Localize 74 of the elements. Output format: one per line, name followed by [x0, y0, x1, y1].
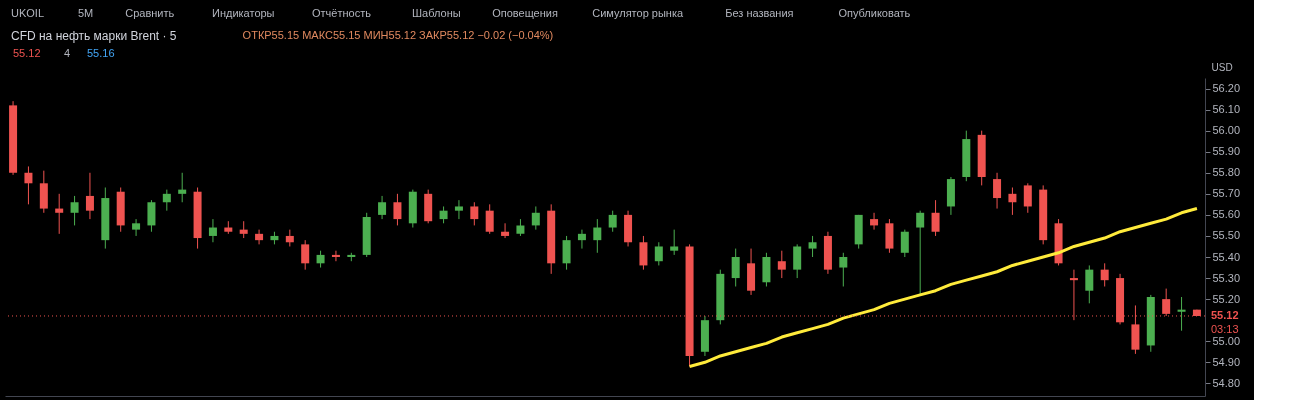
text: Шаблоны: [412, 7, 461, 19]
candlestick: [916, 210, 925, 296]
candlestick: [993, 172, 1002, 210]
candlestick: [593, 218, 602, 254]
y-axis-title: USD: [1211, 61, 1233, 73]
text: UKOIL: [11, 7, 45, 19]
y-tick-label: 56.00: [1212, 124, 1241, 137]
candlestick: [255, 229, 264, 245]
candlestick: [331, 250, 340, 262]
candlestick: [1023, 182, 1032, 214]
candlestick: [654, 241, 663, 266]
y-tick-label: 54.80: [1212, 376, 1241, 389]
text: Индикаторы: [212, 7, 275, 19]
y-tick-label: 54.90: [1212, 355, 1241, 368]
candlestick: [301, 239, 310, 271]
candlestick: [132, 218, 141, 237]
candlestick: [24, 165, 33, 205]
candlestick: [900, 229, 909, 258]
y-tick-label: 55.60: [1212, 208, 1241, 221]
chart-title: CFD на нефть марки Brent · 5: [11, 29, 177, 43]
candlestick: [85, 172, 94, 220]
candlestick: [470, 201, 479, 226]
text: 5M: [78, 7, 94, 19]
candlestick: [608, 210, 617, 233]
y-tick-label: 55.40: [1212, 250, 1241, 263]
y-tick-label: 55.20: [1212, 292, 1241, 305]
candlestick: [793, 243, 802, 279]
text: Симулятор рынка: [592, 7, 684, 19]
chart-subtitle: ОТКР55.15 МАКС55.15 МИН55.12 ЗАКР55.12 −0.02 (−0.04%): [242, 29, 554, 41]
candlestick: [1177, 296, 1186, 332]
candlestick: [162, 189, 171, 212]
candlestick: [454, 199, 463, 220]
text: Оповещения: [492, 7, 558, 19]
text: Отчётность: [312, 7, 372, 19]
candlestick: [870, 212, 879, 231]
line-series: [688, 207, 1199, 369]
y-tick-label: 55.70: [1212, 187, 1241, 200]
candlestick: [777, 250, 786, 279]
candlestick: [1100, 262, 1109, 287]
text: 55.12: [13, 47, 41, 59]
candlestick: [178, 172, 187, 203]
candlestick: [562, 235, 571, 271]
text: 55.16: [87, 47, 115, 59]
y-tick-label: 55.00: [1212, 334, 1241, 347]
ref-line-label: 55.12: [1211, 308, 1239, 321]
candlestick: [147, 199, 156, 233]
y-tick-label: 55.30: [1212, 271, 1241, 284]
candlestick: [393, 193, 402, 226]
candlestick: [670, 229, 679, 256]
y-tick-label: 55.50: [1212, 229, 1241, 242]
text: 4: [64, 47, 71, 59]
candlestick: [501, 222, 510, 239]
y-tick-label: 55.90: [1212, 145, 1241, 158]
candlestick: [931, 199, 940, 237]
candlestick: [378, 195, 387, 220]
candlestick: [577, 229, 586, 250]
text: 03:13: [1211, 322, 1239, 335]
candlestick: [1085, 264, 1094, 304]
candlestick: [808, 235, 817, 258]
candlestick: [531, 205, 540, 231]
candlestick: [70, 195, 79, 226]
text: Опубликовать: [838, 7, 911, 19]
text: Сравнить: [125, 7, 175, 19]
y-tick-label: 56.20: [1212, 82, 1241, 95]
candlestick: [208, 218, 217, 243]
candlestick: [485, 203, 494, 235]
text: Без названия: [725, 7, 794, 19]
candlestick: [55, 193, 64, 235]
candlestick: [639, 235, 648, 271]
y-tick-label: 56.10: [1212, 103, 1241, 116]
candlestick: [839, 252, 848, 287]
candlestick: [1008, 187, 1017, 216]
candlestick: [731, 248, 740, 287]
y-tick-label: 55.80: [1212, 166, 1241, 179]
